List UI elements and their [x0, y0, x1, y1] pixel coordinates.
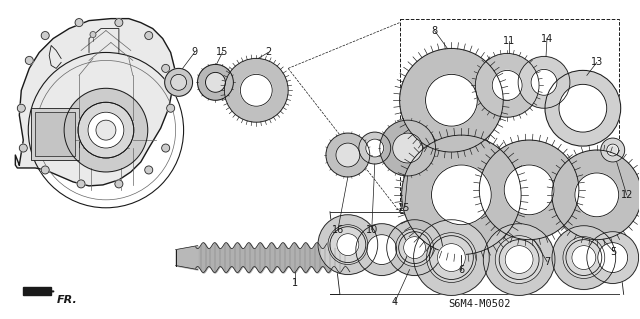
- Circle shape: [387, 220, 442, 276]
- Circle shape: [483, 224, 555, 295]
- Text: 7: 7: [544, 256, 550, 267]
- Circle shape: [399, 232, 431, 263]
- Text: 8: 8: [431, 26, 438, 35]
- Circle shape: [330, 227, 366, 263]
- Circle shape: [366, 139, 384, 157]
- Circle shape: [145, 32, 153, 40]
- Circle shape: [164, 68, 193, 96]
- Circle shape: [359, 132, 390, 164]
- Circle shape: [575, 173, 619, 217]
- Circle shape: [587, 232, 639, 284]
- Circle shape: [531, 70, 557, 95]
- Circle shape: [162, 144, 170, 152]
- Circle shape: [563, 237, 605, 278]
- Text: 13: 13: [591, 57, 603, 67]
- Circle shape: [404, 237, 426, 259]
- Text: 14: 14: [541, 33, 553, 43]
- Text: 15: 15: [216, 48, 228, 57]
- Text: 16: 16: [332, 225, 344, 235]
- Circle shape: [504, 165, 554, 215]
- Circle shape: [77, 180, 85, 188]
- Circle shape: [429, 236, 474, 279]
- Circle shape: [78, 102, 134, 158]
- Circle shape: [337, 234, 359, 256]
- Text: 4: 4: [392, 297, 397, 308]
- Circle shape: [88, 112, 124, 148]
- Text: FR.: FR.: [57, 295, 78, 305]
- Circle shape: [552, 226, 616, 289]
- Circle shape: [326, 133, 370, 177]
- Circle shape: [336, 143, 360, 167]
- Circle shape: [318, 215, 378, 274]
- Circle shape: [476, 54, 539, 117]
- Circle shape: [572, 246, 596, 270]
- Circle shape: [41, 32, 49, 40]
- Circle shape: [399, 48, 503, 152]
- Circle shape: [396, 229, 433, 267]
- Circle shape: [402, 135, 521, 255]
- Circle shape: [426, 233, 476, 282]
- Text: 9: 9: [191, 48, 198, 57]
- Circle shape: [145, 166, 153, 174]
- Circle shape: [566, 240, 602, 276]
- Text: 5: 5: [611, 247, 617, 256]
- Circle shape: [78, 102, 134, 158]
- Circle shape: [495, 236, 543, 284]
- Text: 10: 10: [365, 225, 378, 235]
- Circle shape: [171, 74, 187, 90]
- Circle shape: [166, 104, 175, 112]
- Circle shape: [380, 120, 435, 176]
- Circle shape: [96, 120, 116, 140]
- Circle shape: [552, 150, 640, 240]
- Text: 6: 6: [458, 264, 465, 275]
- Text: 11: 11: [503, 35, 515, 46]
- Circle shape: [19, 144, 28, 152]
- Circle shape: [328, 225, 368, 264]
- Circle shape: [205, 72, 225, 92]
- Circle shape: [41, 166, 49, 174]
- Circle shape: [609, 146, 617, 154]
- Circle shape: [438, 244, 465, 271]
- Circle shape: [499, 240, 539, 279]
- Text: S6M4-M0502: S6M4-M0502: [448, 299, 511, 309]
- Circle shape: [431, 165, 492, 225]
- Circle shape: [505, 246, 533, 273]
- Circle shape: [225, 58, 288, 122]
- Circle shape: [115, 180, 123, 188]
- Bar: [35, 112, 75, 156]
- Bar: [31, 108, 79, 160]
- Circle shape: [356, 224, 408, 276]
- Circle shape: [518, 56, 570, 108]
- Circle shape: [607, 144, 619, 156]
- Circle shape: [198, 64, 234, 100]
- Circle shape: [601, 138, 625, 162]
- Polygon shape: [15, 19, 175, 186]
- Text: 12: 12: [620, 190, 633, 200]
- Circle shape: [17, 104, 26, 112]
- Circle shape: [90, 32, 96, 38]
- Circle shape: [479, 140, 579, 240]
- Circle shape: [426, 74, 477, 126]
- Circle shape: [492, 70, 522, 100]
- Circle shape: [241, 74, 272, 106]
- Circle shape: [559, 84, 607, 132]
- Circle shape: [367, 235, 397, 264]
- Circle shape: [545, 70, 621, 146]
- Bar: [399, 19, 619, 213]
- Text: 15: 15: [399, 203, 411, 213]
- Circle shape: [162, 64, 170, 72]
- Text: 1: 1: [292, 278, 298, 288]
- Circle shape: [413, 220, 489, 295]
- Polygon shape: [23, 287, 51, 295]
- Circle shape: [598, 243, 628, 272]
- Circle shape: [26, 56, 33, 64]
- Circle shape: [64, 88, 148, 172]
- Circle shape: [115, 19, 123, 26]
- Text: 2: 2: [265, 48, 271, 57]
- Circle shape: [393, 133, 422, 163]
- Circle shape: [75, 19, 83, 26]
